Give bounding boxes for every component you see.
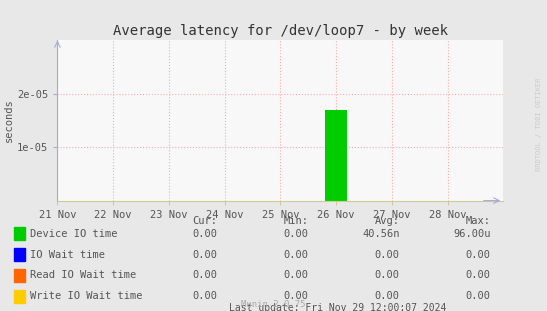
- Bar: [14, 269, 25, 282]
- Text: Last update: Fri Nov 29 12:00:07 2024: Last update: Fri Nov 29 12:00:07 2024: [229, 303, 446, 311]
- Text: 0.00: 0.00: [192, 291, 217, 301]
- Bar: [14, 290, 25, 303]
- Text: RRDTOOL / TOBI OETIKER: RRDTOOL / TOBI OETIKER: [536, 78, 542, 171]
- Text: 40.56n: 40.56n: [362, 229, 399, 239]
- Y-axis label: seconds: seconds: [4, 99, 14, 142]
- Text: Write IO Wait time: Write IO Wait time: [30, 291, 142, 301]
- Text: Max:: Max:: [465, 216, 491, 226]
- Bar: [14, 248, 25, 261]
- Text: 96.00u: 96.00u: [453, 229, 491, 239]
- Text: Cur:: Cur:: [192, 216, 217, 226]
- Text: 0.00: 0.00: [283, 291, 309, 301]
- Text: 0.00: 0.00: [192, 249, 217, 260]
- Text: 0.00: 0.00: [192, 271, 217, 281]
- Text: 0.00: 0.00: [192, 229, 217, 239]
- Text: 0.00: 0.00: [283, 249, 309, 260]
- Text: 0.00: 0.00: [375, 271, 399, 281]
- Text: Munin 2.0.75: Munin 2.0.75: [241, 300, 306, 309]
- Text: Device IO time: Device IO time: [30, 229, 117, 239]
- Text: Avg:: Avg:: [375, 216, 399, 226]
- Text: 0.00: 0.00: [465, 271, 491, 281]
- Text: 0.00: 0.00: [283, 229, 309, 239]
- Text: Min:: Min:: [283, 216, 309, 226]
- Text: 0.00: 0.00: [465, 291, 491, 301]
- Bar: [14, 227, 25, 240]
- Text: 0.00: 0.00: [375, 249, 399, 260]
- Text: 0.00: 0.00: [465, 249, 491, 260]
- Text: IO Wait time: IO Wait time: [30, 249, 104, 260]
- Text: Read IO Wait time: Read IO Wait time: [30, 271, 136, 281]
- Title: Average latency for /dev/loop7 - by week: Average latency for /dev/loop7 - by week: [113, 24, 448, 38]
- Text: 0.00: 0.00: [283, 271, 309, 281]
- Text: 0.00: 0.00: [375, 291, 399, 301]
